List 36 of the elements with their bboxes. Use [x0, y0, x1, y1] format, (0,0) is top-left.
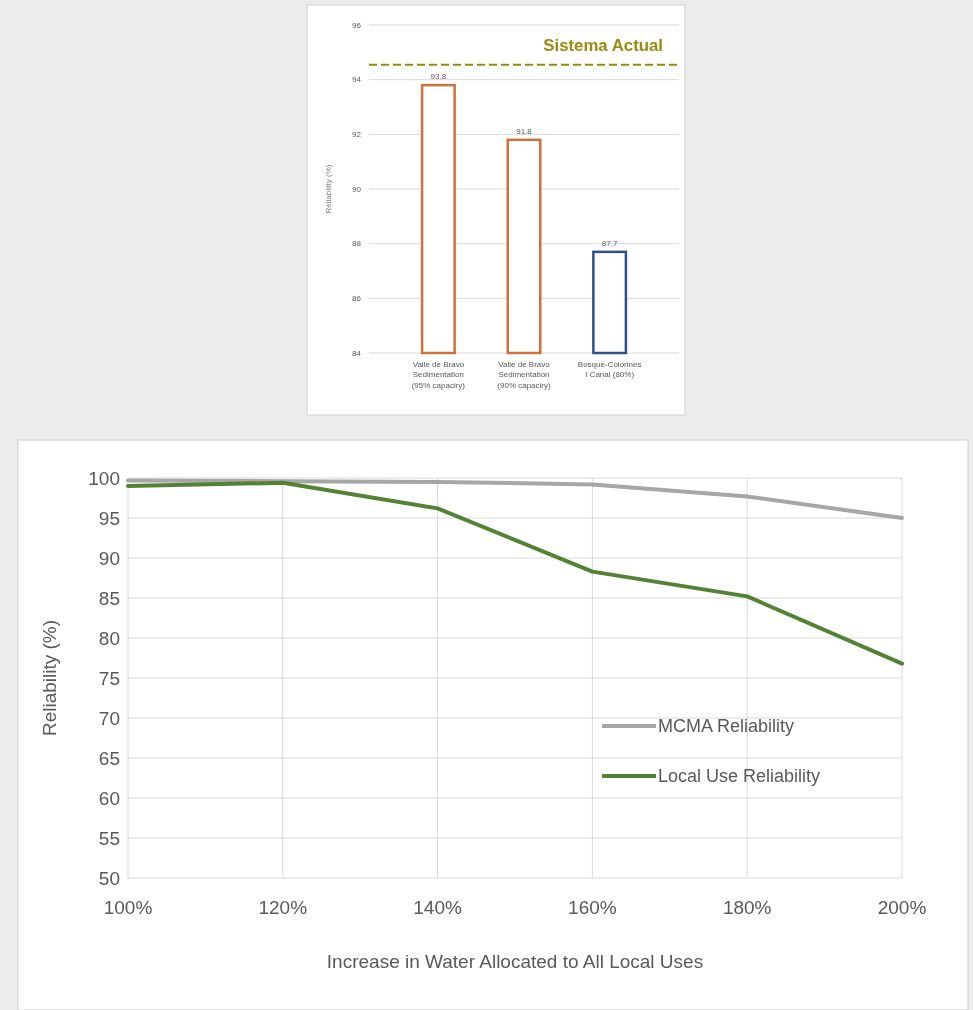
x-tick-label: Valle de Bravo Sedimentation (95% capaciry)	[411, 360, 466, 390]
legend-label: Local Use Reliability	[658, 766, 821, 787]
x-tick-label: 140%	[413, 897, 462, 918]
y-tick-label: 84	[352, 348, 362, 358]
y-tick-label: 85	[98, 587, 120, 609]
x-tick-label: 160%	[568, 897, 617, 918]
x-tick-label: Bosque-Colorines I Canal (80%)	[577, 360, 642, 380]
x-tick-label: 180%	[722, 897, 772, 918]
y-tick-label: 50	[98, 867, 120, 889]
y-axis-title: Reliability (%)	[324, 164, 333, 214]
y-tick-label: 100	[88, 467, 120, 489]
y-tick-label: 65	[98, 747, 120, 769]
legend-label: MCMA Reliability	[658, 716, 795, 737]
data-label: 93.8	[430, 72, 447, 82]
data-label: 87.7	[601, 238, 618, 248]
y-tick-label: 60	[98, 787, 120, 809]
y-tick-label: 88	[352, 239, 362, 249]
y-tick-label: 86	[352, 294, 362, 304]
y-tick-label: 75	[98, 667, 120, 689]
ref-line-label: Sistema Actual	[543, 35, 663, 55]
x-tick-label: 100%	[103, 897, 153, 918]
y-tick-label: 90	[98, 547, 120, 569]
x-tick-label: 200%	[877, 897, 927, 918]
data-label: 91.8	[516, 126, 533, 136]
y-tick-label: 90	[352, 184, 362, 194]
y-tick-label: 94	[352, 75, 362, 85]
y-tick-label: 55	[98, 827, 120, 849]
y-tick-label: 92	[352, 130, 362, 140]
x-axis-title: Increase in Water Allocated to All Local Uses	[326, 951, 704, 972]
x-tick-label: 120%	[258, 897, 308, 918]
x-tick-label: Valle de Bravo Sedimentation (90% capaciry)	[497, 360, 552, 390]
y-tick-label: 80	[98, 627, 120, 649]
y-tick-label: 70	[98, 707, 120, 729]
y-axis-title: Reliability (%)	[39, 619, 60, 737]
y-tick-label: 95	[98, 507, 120, 529]
y-tick-label: 96	[352, 20, 362, 30]
